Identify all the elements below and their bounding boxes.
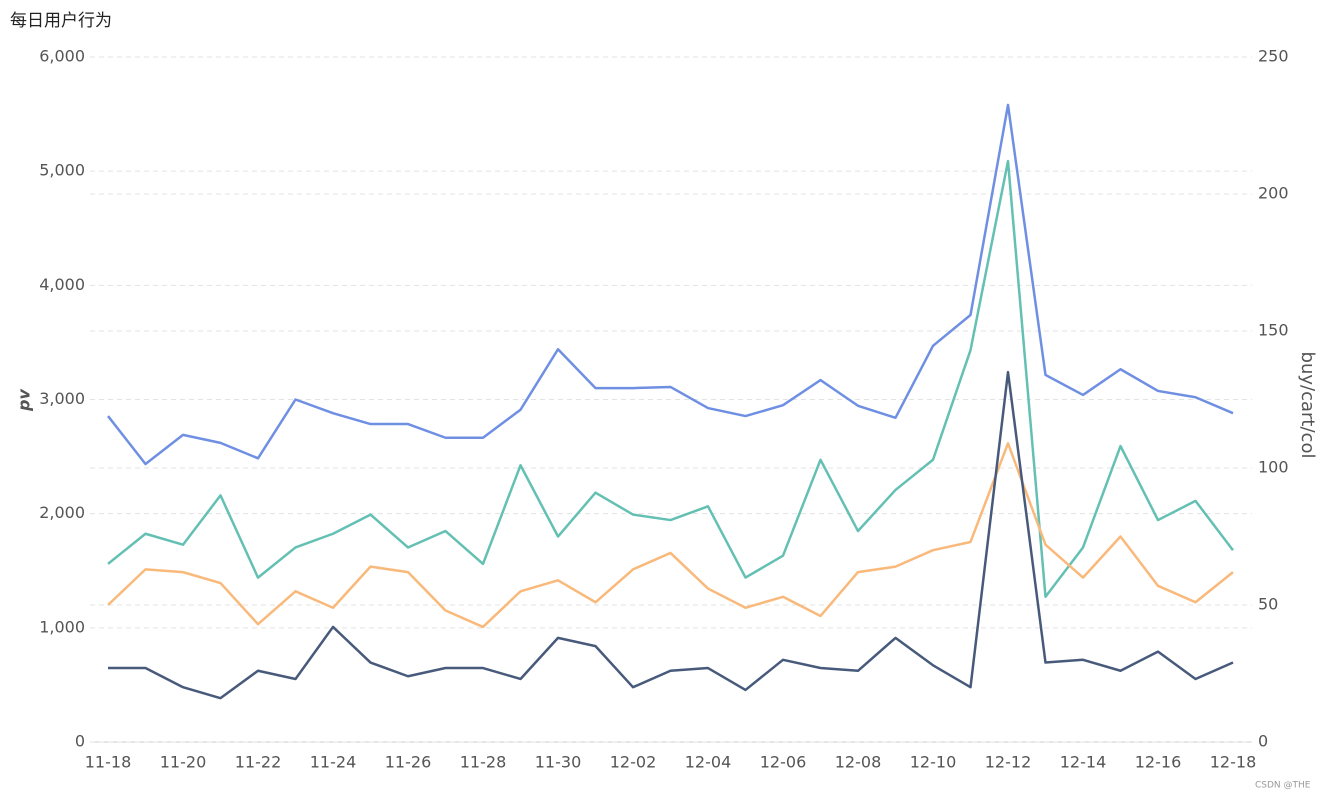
x-tick-label: 12-06: [760, 753, 807, 772]
y-tick-label: 1,000: [39, 617, 85, 636]
y2-tick-label: 200: [1258, 184, 1289, 203]
y-tick-label: 4,000: [39, 275, 85, 294]
chart-title: 每日用户行为: [10, 11, 112, 31]
x-tick-label: 12-10: [910, 753, 957, 772]
watermark: CSDN @THE: [1255, 781, 1311, 791]
x-tick-label: 12-18: [1210, 753, 1257, 772]
x-tick-label: 11-24: [310, 753, 357, 772]
x-tick-label: 11-30: [535, 753, 582, 772]
y2-tick-label: 0: [1258, 732, 1268, 751]
x-tick-label: 11-26: [385, 753, 432, 772]
x-tick-label: 12-02: [610, 753, 657, 772]
x-tick-label: 12-04: [685, 753, 732, 772]
y-tick-label: 6,000: [39, 47, 85, 66]
series-line: [108, 370, 1234, 700]
x-tick-label: 12-14: [1060, 753, 1107, 772]
x-tick-label: 12-08: [835, 753, 882, 772]
y-tick-label: 5,000: [39, 161, 85, 180]
x-tick-label: 11-28: [460, 753, 507, 772]
y2-tick-label: 150: [1258, 321, 1289, 340]
y2-tick-label: 100: [1258, 458, 1289, 477]
y-tick-label: 2,000: [39, 503, 85, 522]
series-line: [107, 103, 1234, 466]
x-tick-label: 11-22: [235, 753, 282, 772]
y2-axis-label: buy/cart/col: [1297, 352, 1318, 459]
y2-tick-label: 250: [1258, 47, 1289, 66]
y-tick-label: 0: [75, 732, 85, 751]
x-tick-label: 11-18: [85, 753, 132, 772]
y2-tick-label: 50: [1258, 595, 1278, 614]
x-tick-label: 12-16: [1135, 753, 1182, 772]
x-tick-label: 11-20: [160, 753, 207, 772]
series-line: [107, 159, 1234, 599]
x-tick-label: 12-12: [985, 753, 1032, 772]
series-line: [107, 442, 1234, 629]
y-axis-label: pv: [15, 388, 34, 411]
y-tick-label: 3,000: [39, 389, 85, 408]
